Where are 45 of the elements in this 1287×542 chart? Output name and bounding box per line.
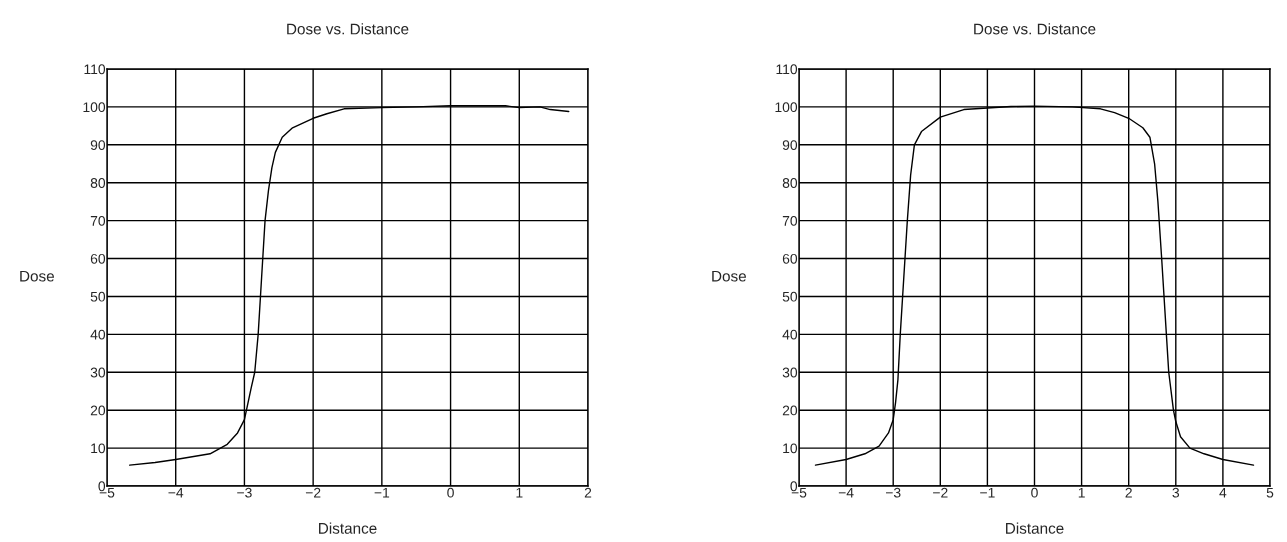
chart-title: Dose vs. Distance — [287, 23, 409, 35]
x-tick-label: 1 — [1078, 487, 1085, 498]
y-axis-title: Dose — [20, 270, 54, 282]
x-tick-label: −4 — [838, 487, 854, 498]
y-tick-label: 70 — [782, 215, 798, 226]
y-tick-label: 40 — [90, 329, 106, 340]
x-tick-label: −3 — [885, 487, 901, 498]
x-tick-label: 3 — [1172, 487, 1180, 498]
y-tick-label: 20 — [90, 405, 106, 416]
y-tick-label: 90 — [782, 140, 798, 150]
y-tick-label: 70 — [90, 215, 106, 226]
y-tick-label: 30 — [782, 367, 798, 378]
y-tick-label: 20 — [782, 405, 798, 416]
x-tick-label: −3 — [237, 487, 252, 498]
x-tick-label: 1 — [516, 487, 523, 498]
x-tick-label: 5 — [1266, 487, 1274, 498]
y-tick-label: 90 — [90, 140, 106, 150]
y-tick-label: 100 — [775, 102, 798, 113]
chart-title: Dose vs. Distance — [974, 23, 1096, 35]
x-tick-label: 2 — [1125, 487, 1132, 498]
x-tick-label: 0 — [1031, 487, 1038, 498]
x-axis-title: Distance — [1006, 522, 1064, 534]
x-tick-label: 4 — [1219, 487, 1227, 498]
x-tick-label: 2 — [584, 487, 592, 498]
y-tick-label: 110 — [776, 64, 798, 75]
y-tick-label: 80 — [90, 178, 106, 188]
y-tick-label: 40 — [782, 329, 798, 340]
y-tick-label: 60 — [90, 253, 106, 264]
y-tick-label: 10 — [91, 443, 106, 454]
x-axis-title: Distance — [319, 522, 377, 534]
x-tick-label: −1 — [374, 487, 390, 498]
y-tick-label: 110 — [84, 64, 106, 75]
x-tick-label: 0 — [447, 487, 454, 498]
x-tick-label: −2 — [933, 487, 948, 498]
y-tick-label: 80 — [782, 178, 798, 188]
x-tick-label: −2 — [305, 487, 321, 498]
y-tick-label: 10 — [783, 443, 798, 454]
y-tick-label: 50 — [90, 291, 106, 302]
y-tick-label: 100 — [83, 102, 106, 113]
y-tick-label: 60 — [782, 253, 798, 264]
y-tick-label: 50 — [782, 291, 798, 302]
x-tick-label: −4 — [168, 487, 184, 498]
y-tick-label: 30 — [90, 367, 106, 378]
x-tick-label: −1 — [980, 487, 995, 498]
y-axis-title: Dose — [712, 270, 746, 282]
